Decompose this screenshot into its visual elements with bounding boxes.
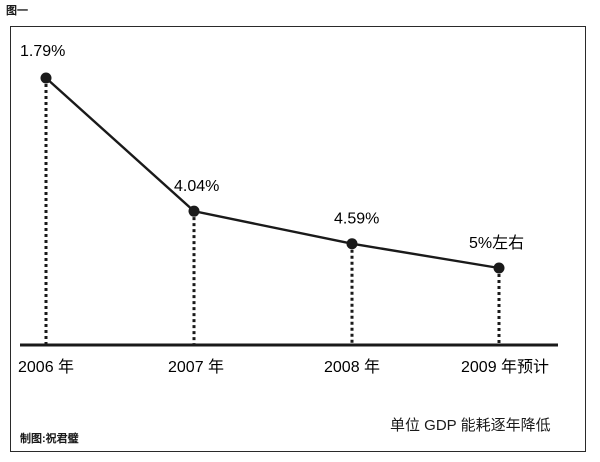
data-point xyxy=(188,205,200,217)
figure-tag: 图一 xyxy=(6,5,28,17)
data-label: 5%左右 xyxy=(469,234,524,252)
data-point xyxy=(346,238,358,250)
x-tick-label: 2006 年 xyxy=(18,358,74,376)
data-label: 4.59% xyxy=(334,211,379,228)
x-tick-label: 2007 年 xyxy=(168,358,224,376)
x-tick-label: 2008 年 xyxy=(324,358,380,376)
data-label: 1.79% xyxy=(20,43,65,60)
chart-frame xyxy=(10,26,586,452)
x-tick-label: 2009 年预计 xyxy=(461,358,549,376)
data-label: 4.04% xyxy=(174,178,219,195)
chart-caption: 单位 GDP 能耗逐年降低 xyxy=(390,417,551,434)
data-point xyxy=(493,262,505,274)
chart-credit: 制图:祝君璧 xyxy=(20,433,79,445)
series-line xyxy=(45,77,500,270)
data-point xyxy=(40,72,52,84)
